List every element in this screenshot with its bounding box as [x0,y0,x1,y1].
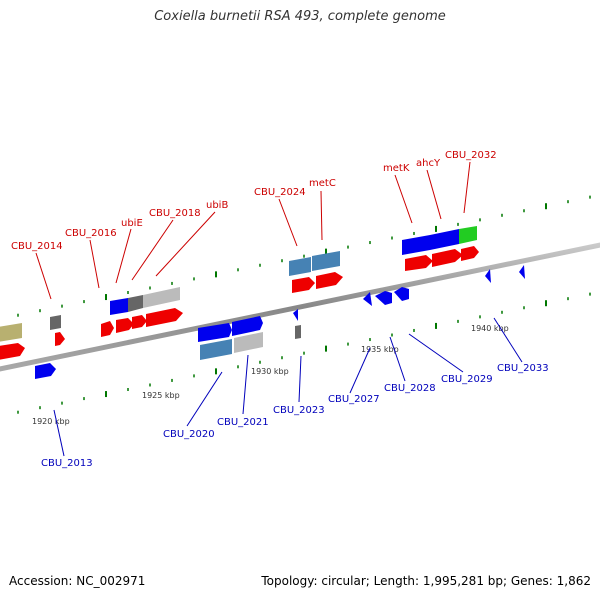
gene-feature[interactable] [363,292,372,306]
gene-label-ubie[interactable]: ubiE [121,218,143,229]
gene-label-cbu-2013[interactable]: CBU_2013 [41,458,93,469]
gene-feature[interactable] [430,229,459,250]
gene-label-metk[interactable]: metK [383,163,410,174]
gene-features [0,226,525,379]
genome-stats-label: Topology: circular; Length: 1,995,281 bp… [261,574,591,588]
bottom-gene-labels: CBU_2013 CBU_2020 CBU_2021 CBU_2023 CBU_… [41,363,549,469]
gene-label-cbu-2020[interactable]: CBU_2020 [163,429,215,440]
gene-feature[interactable] [519,265,525,279]
gene-feature[interactable] [0,323,22,342]
leader-lines [35,161,523,457]
gene-feature[interactable] [50,315,61,330]
gene-label-metc[interactable]: metC [309,178,336,189]
gene-feature[interactable] [128,295,143,312]
gene-feature[interactable] [55,332,65,346]
gene-label-ahcy[interactable]: ahcY [416,158,441,169]
gene-label-ubib[interactable]: ubiB [206,200,228,211]
gene-label-cbu-2023[interactable]: CBU_2023 [273,405,325,416]
gene-label-cbu-2033[interactable]: CBU_2033 [497,363,549,374]
gene-feature[interactable] [394,287,409,301]
gene-label-cbu-2014[interactable]: CBU_2014 [11,241,63,252]
gene-feature[interactable] [110,298,128,315]
gene-feature[interactable] [143,287,180,308]
scale-labels: 1920 kbp 1925 kbp 1930 kbp 1935 kbp 1940… [32,324,509,426]
genome-backbone [0,242,600,372]
gene-label-cbu-2021[interactable]: CBU_2021 [217,417,269,428]
gene-feature[interactable] [234,332,263,353]
gene-feature[interactable] [101,321,114,337]
gene-feature[interactable] [405,255,433,271]
scale-label-1935: 1935 kbp [361,345,399,354]
gene-label-cbu-2028[interactable]: CBU_2028 [384,383,436,394]
gene-feature[interactable] [198,323,232,342]
gene-feature[interactable] [459,226,477,244]
gene-feature[interactable] [295,325,301,339]
gene-label-cbu-2016[interactable]: CBU_2016 [65,228,117,239]
gene-label-cbu-2018[interactable]: CBU_2018 [149,208,201,219]
gene-feature[interactable] [0,343,25,360]
scale-label-1920: 1920 kbp [32,417,70,426]
gene-feature[interactable] [292,277,315,293]
gene-feature[interactable] [375,291,392,305]
map-title: Coxiella burnetii RSA 493, complete geno… [154,9,446,24]
gene-label-cbu-2027[interactable]: CBU_2027 [328,394,380,405]
accession-label: Accession: NC_002971 [9,574,146,588]
gene-feature[interactable] [461,246,479,261]
gene-feature[interactable] [293,309,298,321]
gene-label-cbu-2032[interactable]: CBU_2032 [445,150,497,161]
gene-feature[interactable] [485,269,491,283]
scale-label-1930: 1930 kbp [251,367,289,376]
scale-label-1925: 1925 kbp [142,391,180,400]
gene-feature[interactable] [35,363,56,379]
gene-feature[interactable] [146,308,183,327]
gene-label-cbu-2029[interactable]: CBU_2029 [441,374,493,385]
scale-label-1940: 1940 kbp [471,324,509,333]
gene-feature[interactable] [116,318,134,333]
gene-feature[interactable] [132,315,147,329]
gene-feature[interactable] [232,316,263,336]
top-gene-labels: CBU_2014 CBU_2016 ubiE CBU_2018 ubiB CBU… [11,150,497,252]
gene-feature[interactable] [200,339,232,360]
gene-feature[interactable] [312,251,340,271]
gene-feature[interactable] [432,249,463,267]
gene-feature[interactable] [402,235,430,255]
gene-label-cbu-2024[interactable]: CBU_2024 [254,187,306,198]
gene-feature[interactable] [289,257,311,276]
gene-feature[interactable] [316,272,343,289]
